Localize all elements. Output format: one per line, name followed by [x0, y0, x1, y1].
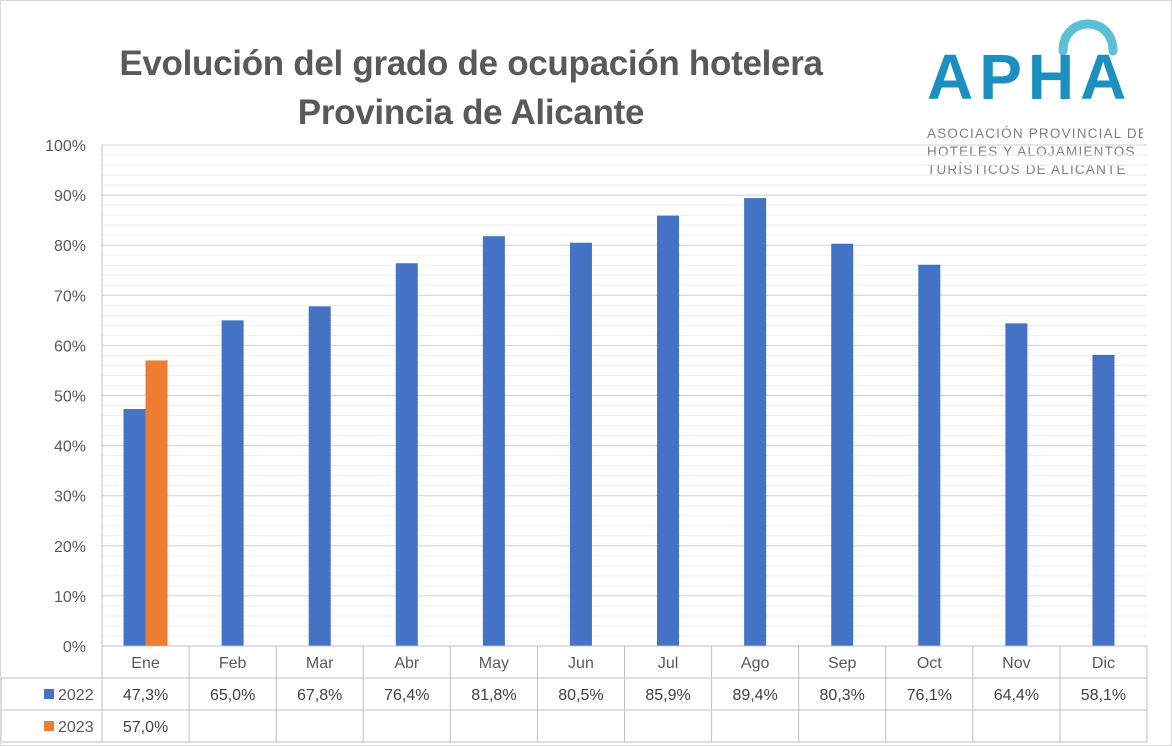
bar-2022-Jun [569, 242, 592, 646]
data-label: 47,3% [123, 687, 168, 704]
y-tick-label: 10% [54, 589, 86, 606]
bar-2022-Dic [1092, 354, 1115, 646]
apha-wordmark: APHA [927, 41, 1132, 113]
data-label: 64,4% [994, 687, 1039, 704]
data-label: 58,1% [1081, 687, 1126, 704]
data-label: 65,0% [210, 687, 255, 704]
data-label: 76,4% [384, 687, 429, 704]
bar-2022-May [482, 236, 505, 646]
y-tick-label: 70% [54, 288, 86, 305]
bar-2022-Jul [657, 215, 680, 647]
y-tick-label: 90% [54, 188, 86, 205]
apha-logo-ring-icon [1058, 19, 1118, 56]
data-label: 81,8% [471, 687, 516, 704]
x-tick-label: Nov [1002, 655, 1030, 672]
y-tick-label: 30% [54, 489, 86, 506]
x-tick-label: Oct [917, 655, 942, 672]
bar-2022-Sep [831, 243, 854, 646]
legend-key-2023 [44, 721, 54, 731]
legend-label-2023: 2023 [58, 719, 94, 736]
bar-2022-Mar [308, 306, 331, 646]
chart-title: Evolución del grado de ocupación hoteler… [41, 39, 901, 137]
x-tick-label: Jul [658, 655, 678, 672]
chart-title-line-2: Provincia de Alicante [297, 93, 645, 132]
bar-2022-Ago [744, 198, 767, 646]
y-tick-label: 40% [54, 439, 86, 456]
y-tick-label: 80% [54, 238, 86, 255]
y-tick-label: 50% [54, 389, 86, 406]
bar-2022-Nov [1005, 323, 1028, 646]
data-label: 57,0% [123, 719, 168, 736]
x-tick-label: Dic [1092, 655, 1115, 672]
y-tick-label: 60% [54, 338, 86, 355]
bar-2022-Ene [123, 409, 146, 646]
apha-tagline-line-3: TURÍSTICOS DE ALICANTE [927, 162, 1127, 177]
legend-label-2022: 2022 [58, 687, 94, 704]
y-tick-label: 20% [54, 539, 86, 556]
x-tick-label: Ene [131, 655, 160, 672]
x-tick-label: Mar [306, 655, 334, 672]
data-label: 80,3% [820, 687, 865, 704]
chart-title-line-1: Evolución del grado de ocupación hoteler… [119, 44, 823, 83]
y-tick-label: 0% [63, 639, 86, 656]
data-label: 85,9% [645, 687, 690, 704]
x-tick-label: Sep [828, 655, 857, 672]
data-label: 80,5% [558, 687, 603, 704]
x-tick-label: Feb [219, 655, 247, 672]
data-label: 76,1% [907, 687, 952, 704]
legend-key-2022 [44, 689, 54, 699]
apha-tagline-line-1: ASOCIACIÓN PROVINCIAL DE [927, 126, 1143, 141]
x-tick-label: Abr [394, 655, 420, 672]
data-label: 89,4% [732, 687, 777, 704]
bar-2022-Oct [918, 264, 941, 646]
y-tick-label: 100% [45, 138, 86, 155]
x-tick-label: May [479, 655, 509, 672]
x-tick-label: Ago [741, 655, 770, 672]
data-label: 67,8% [297, 687, 342, 704]
bar-2023-Ene [145, 360, 168, 646]
bar-2022-Feb [221, 320, 244, 646]
x-tick-label: Jun [568, 655, 594, 672]
bar-2022-Abr [395, 263, 418, 646]
